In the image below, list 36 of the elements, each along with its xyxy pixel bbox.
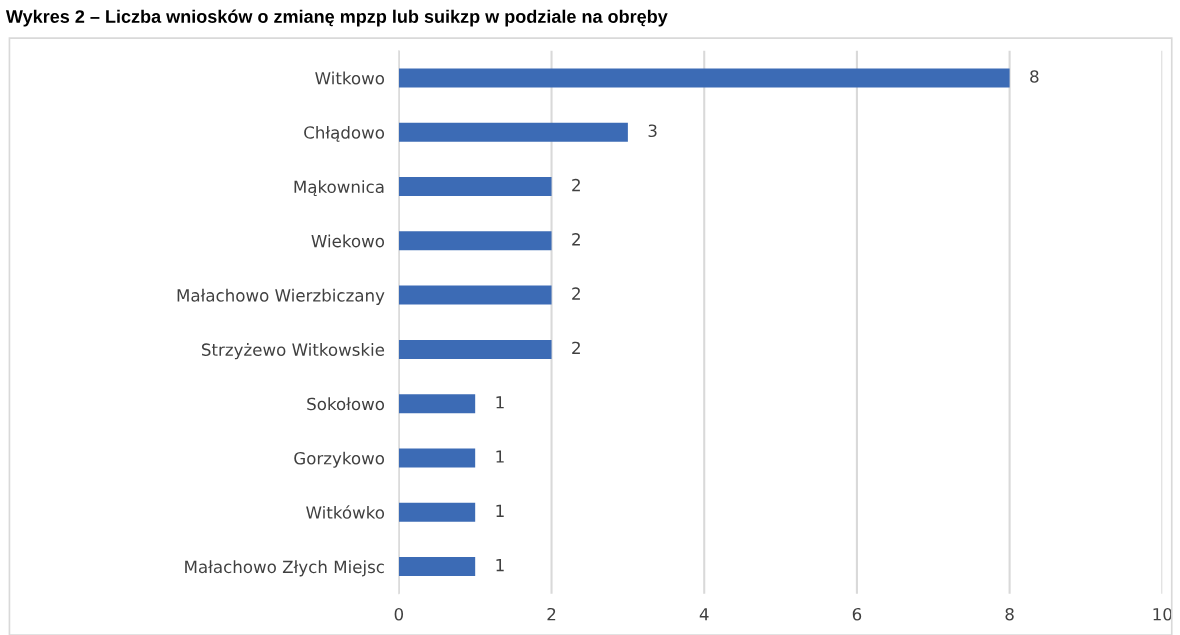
y-tick-label: Strzyżewo Witkowskie	[201, 343, 385, 360]
y-tick-label: Witkowo	[315, 71, 385, 85]
bar	[398, 285, 552, 305]
bar	[398, 68, 1010, 88]
data-label: 1	[496, 559, 504, 572]
data-label: 2	[572, 287, 580, 300]
data-label: 1	[496, 450, 504, 463]
y-tick-label: Małachowo Wierzbiczany	[177, 288, 385, 305]
data-label: 2	[572, 178, 580, 192]
x-tick-label: 2	[547, 607, 556, 621]
data-label: 8	[1030, 70, 1039, 83]
x-tick-label: 6	[852, 607, 862, 621]
y-tick-label: Sokołowo	[307, 397, 385, 411]
bar	[398, 394, 476, 414]
x-tick-label: 0	[394, 607, 404, 621]
bar	[398, 231, 552, 251]
y-tick-label: Wiekowo	[311, 234, 385, 248]
bar	[398, 122, 628, 142]
y-tick-label: Mąkownica	[294, 180, 384, 197]
bar	[398, 177, 552, 197]
y-tick-label: Małachowo Złych Miejsc	[185, 560, 384, 577]
y-tick-label: Chłądowo	[304, 125, 385, 142]
chart-title: Wykres 2 – Liczba wniosków o zmianę mpzp lub suikzp w podziale na obręby	[5, 9, 668, 27]
data-label: 1	[496, 396, 504, 409]
data-label: 1	[496, 504, 504, 517]
bar	[398, 448, 476, 468]
data-label: 3	[648, 124, 657, 138]
y-tick-label: Witkówko	[306, 505, 385, 519]
x-tick-label: 8	[1005, 607, 1014, 621]
bar	[398, 557, 476, 577]
y-tick-label: Gorzykowo	[294, 451, 385, 468]
data-label: 2	[572, 341, 580, 355]
x-tick-label: 4	[699, 608, 709, 621]
bar	[398, 339, 552, 359]
bar	[398, 502, 476, 522]
data-label: 2	[572, 233, 580, 246]
